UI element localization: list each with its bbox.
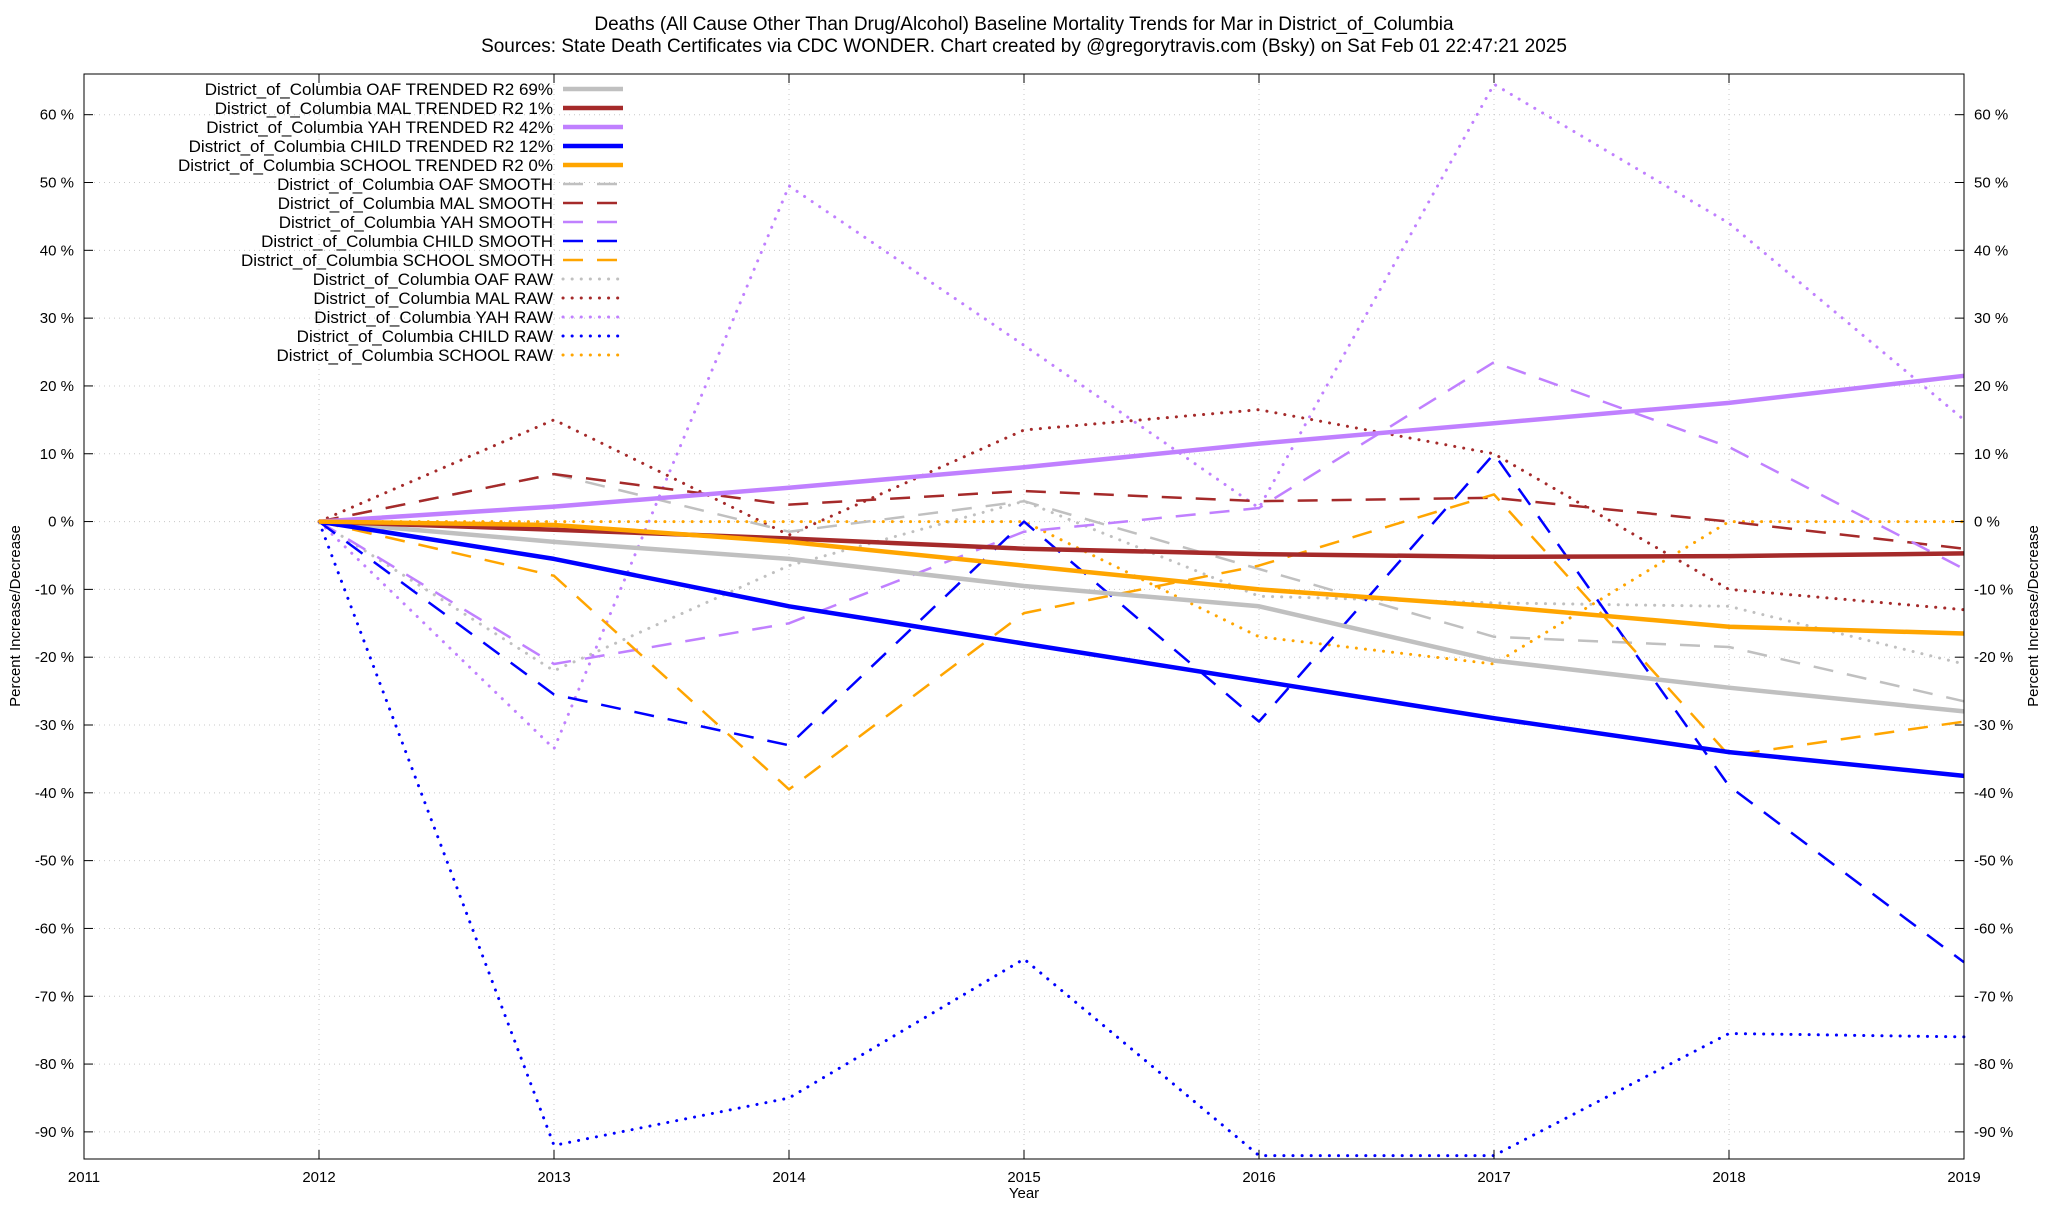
x-tick-label: 2018 [1712,1169,1745,1186]
legend-label: District_of_Columbia MAL SMOOTH [278,194,553,213]
y2-tick-label: -50 % [1974,853,2013,870]
series-line-solid [318,519,1965,636]
series-line-dotted [317,82,1966,751]
y2-tick-label: 30 % [1974,310,2008,327]
legend-label: District_of_Columbia SCHOOL SMOOTH [241,251,553,270]
legend-label: District_of_Columbia CHILD RAW [297,327,553,346]
legend-label: District_of_Columbia CHILD TRENDED R2 12… [189,137,553,156]
series-line-dotted [317,499,1966,673]
series-line-solid [318,373,1965,524]
y2-axis-label: Percent Increase/Decrease [2025,525,2042,707]
legend-label: District_of_Columbia OAF SMOOTH [277,175,553,194]
x-tick-label: 2015 [1007,1169,1040,1186]
y2-tick-label: 20 % [1974,378,2008,395]
x-tick-label: 2019 [1947,1169,1980,1186]
y-tick-label: 20 % [40,378,74,395]
series-line-dotted [317,520,1966,1158]
y2-tick-label: -60 % [1974,920,2013,937]
y-tick-label: 0 % [48,514,74,531]
y2-tick-label: 10 % [1974,446,2008,463]
legend-label: District_of_Columbia OAF TRENDED R2 69% [205,80,553,99]
legend-label: District_of_Columbia YAH SMOOTH [279,213,553,232]
x-tick-label: 2011 [68,1169,100,1186]
legend-label: District_of_Columbia MAL TRENDED R2 1% [215,99,553,118]
y2-tick-label: 0 % [1974,514,2000,531]
y2-tick-label: -70 % [1974,988,2013,1005]
x-tick-label: 2013 [537,1169,570,1186]
series-line-dashed [318,472,1965,703]
series-line-solid [318,519,1965,714]
y-tick-label: -10 % [35,581,74,598]
y2-tick-label: -90 % [1974,1124,2013,1141]
y2-tick-label: 60 % [1974,107,2008,124]
y-tick-label: -70 % [35,988,74,1005]
x-tick-label: 2017 [1477,1169,1510,1186]
series-line-dotted [317,408,1966,612]
y2-tick-label: -10 % [1974,581,2013,598]
legend-label: District_of_Columbia OAF RAW [313,270,553,289]
series-line-solid [318,519,1965,560]
x-tick-label: 2014 [772,1169,805,1186]
y-tick-label: -30 % [35,717,74,734]
chart-title: Deaths (All Cause Other Than Drug/Alcoho… [594,14,1454,35]
legend-label: District_of_Columbia YAH RAW [314,308,553,327]
y-axis-label: Percent Increase/Decrease [7,525,24,707]
y-tick-label: -20 % [35,649,74,666]
y-tick-label: -60 % [35,920,74,937]
y2-tick-label: 40 % [1974,242,2008,259]
y2-tick-label: 50 % [1974,175,2008,192]
x-tick-label: 2012 [302,1169,335,1186]
y-tick-label: 40 % [40,242,74,259]
y2-tick-label: -40 % [1974,785,2013,802]
series-line-dashed [318,472,1965,550]
legend-label: District_of_Columbia SCHOOL TRENDED R2 0… [178,156,553,175]
legend-label: District_of_Columbia MAL RAW [313,289,553,308]
x-tick-label: 2016 [1242,1169,1275,1186]
series-line-dashed [318,360,1965,666]
y-tick-label: 30 % [40,310,74,327]
y2-tick-label: -20 % [1974,649,2013,666]
legend-label: District_of_Columbia SCHOOL RAW [277,346,553,365]
y2-tick-label: -80 % [1974,1056,2013,1073]
series-line-solid [318,519,1965,779]
y-tick-label: 50 % [40,175,74,192]
y-tick-label: -40 % [35,785,74,802]
series-line-dashed [318,493,1965,791]
y-tick-label: -90 % [35,1124,74,1141]
axis-ticks: 60 % 60 % 50 % 50 % 40 % 40 % 30 % 30 % 20 % 20 %… [35,74,2013,1186]
x-axis-label: Year [1009,1185,1039,1200]
legend-label: District_of_Columbia YAH TRENDED R2 42% [206,118,553,137]
y-tick-label: 10 % [40,446,74,463]
y-tick-label: -80 % [35,1056,74,1073]
y-tick-label: 60 % [40,107,74,124]
legend-label: District_of_Columbia CHILD SMOOTH [261,232,553,251]
y-tick-label: -50 % [35,853,74,870]
legend: District_of_Columbia OAF TRENDED R2 69%D… [178,80,625,365]
series-lines [317,82,1966,1158]
y2-tick-label: -30 % [1974,717,2013,734]
chart-subtitle: Sources: State Death Certificates via CD… [481,36,1567,57]
